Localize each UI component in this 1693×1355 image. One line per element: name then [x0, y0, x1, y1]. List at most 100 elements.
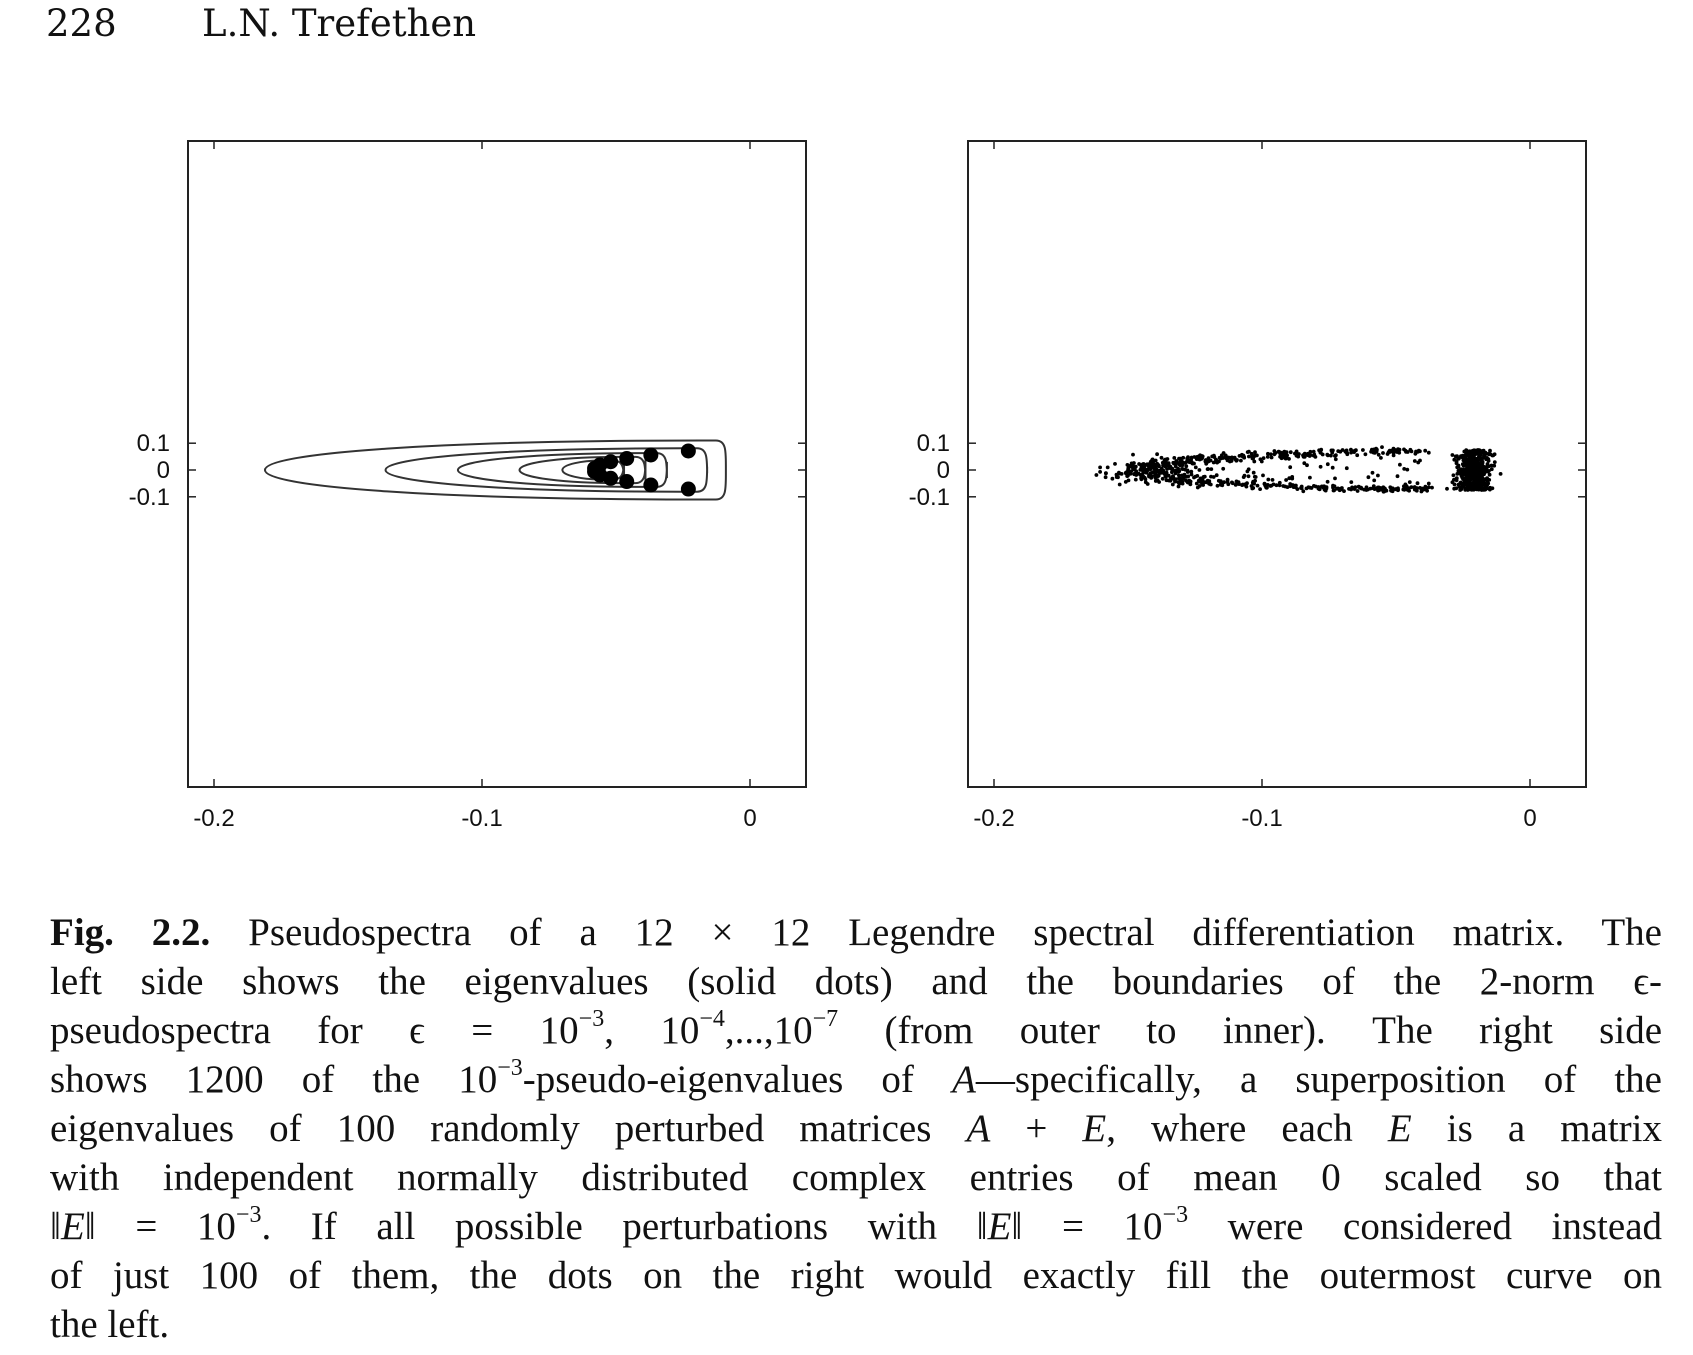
eigenvalue-dot [619, 450, 635, 466]
pseudo-eigenvalue-point [1311, 453, 1316, 458]
pseudo-eigenvalue-point [1391, 453, 1396, 458]
pseudo-eigenvalue-point [1324, 486, 1329, 491]
pseudo-eigenvalue-point [1272, 449, 1277, 453]
pseudo-eigenvalue-point [1245, 450, 1250, 454]
pseudo-eigenvalue-point [1374, 446, 1378, 451]
pseudo-eigenvalue-point [1127, 470, 1132, 475]
right-ticks: -0.2 -0.1 00.10-0.1 [909, 141, 1586, 832]
pseudo-eigenvalue-point [1423, 448, 1428, 453]
pseudo-eigenvalue-point [1492, 463, 1497, 468]
pseudo-eigenvalue-point [1391, 446, 1396, 451]
pseudo-eigenvalue-point [1145, 463, 1150, 468]
pseudo-eigenvalue-point [1177, 476, 1181, 481]
pseudo-eigenvalue-point [1103, 475, 1108, 480]
pseudo-eigenvalue-point [1117, 470, 1121, 475]
x-tick-label: 0 [743, 805, 756, 832]
pseudo-eigenvalue-point [1485, 483, 1489, 487]
pseudo-eigenvalue-point [1230, 481, 1235, 486]
pseudo-eigenvalue-point [1301, 489, 1306, 494]
pseudo-eigenvalue-point [1287, 476, 1292, 481]
pseudospectrum-contour [518, 455, 647, 485]
pseudo-eigenvalue-point [1469, 482, 1474, 487]
pseudo-eigenvalue-point [1335, 486, 1339, 491]
pseudo-eigenvalue-point [1246, 474, 1251, 479]
caption-line: left side shows the eigenvalues (solid d… [50, 960, 1662, 1003]
pseudo-eigenvalue-point [1420, 486, 1425, 491]
pseudo-eigenvalue-point [1261, 456, 1266, 460]
pseudo-eigenvalue-point [1226, 482, 1231, 487]
pseudo-eigenvalue-point [1292, 483, 1296, 488]
pseudo-eigenvalue-point [1171, 474, 1175, 479]
pseudo-eigenvalue-point [1419, 489, 1424, 494]
pseudo-eigenvalue-point [1480, 460, 1485, 464]
pseudo-eigenvalue-point [1492, 452, 1497, 457]
pseudo-eigenvalue-point [1221, 466, 1226, 471]
y-tick-label: -0.1 [129, 484, 170, 511]
pseudo-eigenvalue-point [1376, 452, 1381, 457]
pseudo-eigenvalue-point [1214, 458, 1218, 462]
pseudo-eigenvalue-point [1138, 468, 1143, 472]
pseudo-eigenvalue-point [1236, 480, 1241, 484]
pseudo-eigenvalue-point [1415, 481, 1420, 486]
pseudo-eigenvalue-point [1253, 475, 1258, 479]
pseudo-eigenvalue-point [1183, 467, 1188, 472]
pseudo-eigenvalue-point [1355, 489, 1360, 493]
pseudo-eigenvalue-point [1482, 450, 1487, 455]
pseudo-eigenvalue-point [1469, 457, 1473, 462]
pseudo-eigenvalue-point [1363, 452, 1368, 457]
pseudo-eigenvalue-point [1250, 486, 1255, 491]
pseudo-eigenvalue-point [1485, 476, 1489, 480]
pseudo-eigenvalue-point [1478, 484, 1482, 489]
pseudo-eigenvalue-point [1186, 455, 1190, 459]
pseudo-eigenvalue-point [1459, 455, 1464, 459]
pseudo-eigenvalue-point [1283, 484, 1288, 489]
pseudo-eigenvalue-point [1478, 476, 1483, 481]
pseudo-eigenvalue-point [1353, 448, 1358, 453]
pseudo-eigenvalue-point [1390, 486, 1395, 491]
pseudo-eigenvalue-point [1391, 450, 1396, 455]
pseudo-eigenvalue-point [1180, 467, 1184, 471]
page-header: 228 L.N. Trefethen [46, 2, 476, 45]
pseudo-eigenvalue-point [1426, 481, 1431, 486]
pseudospectrum-contour [456, 452, 668, 488]
pseudo-eigenvalue-point [1161, 462, 1166, 467]
pseudo-eigenvalue-point [1265, 455, 1270, 459]
pseudo-eigenvalue-point [1155, 452, 1159, 457]
pseudo-eigenvalue-point [1461, 468, 1466, 472]
page-number: 228 [46, 2, 117, 45]
pseudo-eigenvalue-point [1166, 473, 1171, 478]
pseudo-eigenvalue-point [1306, 485, 1311, 490]
pseudo-eigenvalue-point [1269, 452, 1273, 457]
pseudo-eigenvalue-point [1174, 459, 1179, 463]
caption-line: eigenvalues of 100 randomly perturbed ma… [50, 1107, 1662, 1150]
pseudo-eigenvalue-point [1372, 478, 1377, 483]
pseudo-eigenvalue-point [1168, 464, 1173, 469]
pseudo-eigenvalue-point [1258, 457, 1263, 462]
pseudo-eigenvalue-point [1185, 480, 1190, 485]
pseudo-eigenvalue-point [1150, 463, 1154, 468]
pseudo-eigenvalue-point [1476, 461, 1481, 466]
pseudo-eigenvalue-point [1110, 476, 1115, 481]
pseudo-eigenvalue-point [1302, 451, 1307, 456]
pseudo-eigenvalue-point [1218, 479, 1223, 484]
eigenvalue-dot [643, 447, 659, 463]
left-frame [187, 140, 807, 788]
pseudo-eigenvalue-point [1255, 483, 1260, 488]
superscript: −3 [578, 1006, 605, 1032]
pseudo-eigenvalue-point [1345, 452, 1350, 457]
pseudo-eigenvalue-point [1460, 475, 1464, 480]
pseudo-eigenvalue-point [1398, 462, 1402, 467]
pseudo-eigenvalue-point [1402, 447, 1406, 452]
caption-line: the left. [50, 1303, 170, 1346]
pseudo-eigenvalue-point [1457, 484, 1462, 489]
pseudo-eigenvalue-point [1153, 465, 1158, 470]
pseudo-eigenvalue-point [1159, 455, 1164, 460]
pseudo-eigenvalue-point [1352, 487, 1357, 491]
pseudo-eigenvalue-point [1224, 456, 1228, 460]
pseudo-eigenvalue-point [1413, 486, 1417, 491]
pseudo-eigenvalue-point [1284, 454, 1289, 459]
pseudo-eigenvalue-point [1481, 467, 1486, 471]
pseudo-eigenvalue-point [1333, 457, 1338, 462]
pseudo-eigenvalue-point [1143, 477, 1148, 481]
pseudo-eigenvalue-point [1104, 471, 1108, 476]
